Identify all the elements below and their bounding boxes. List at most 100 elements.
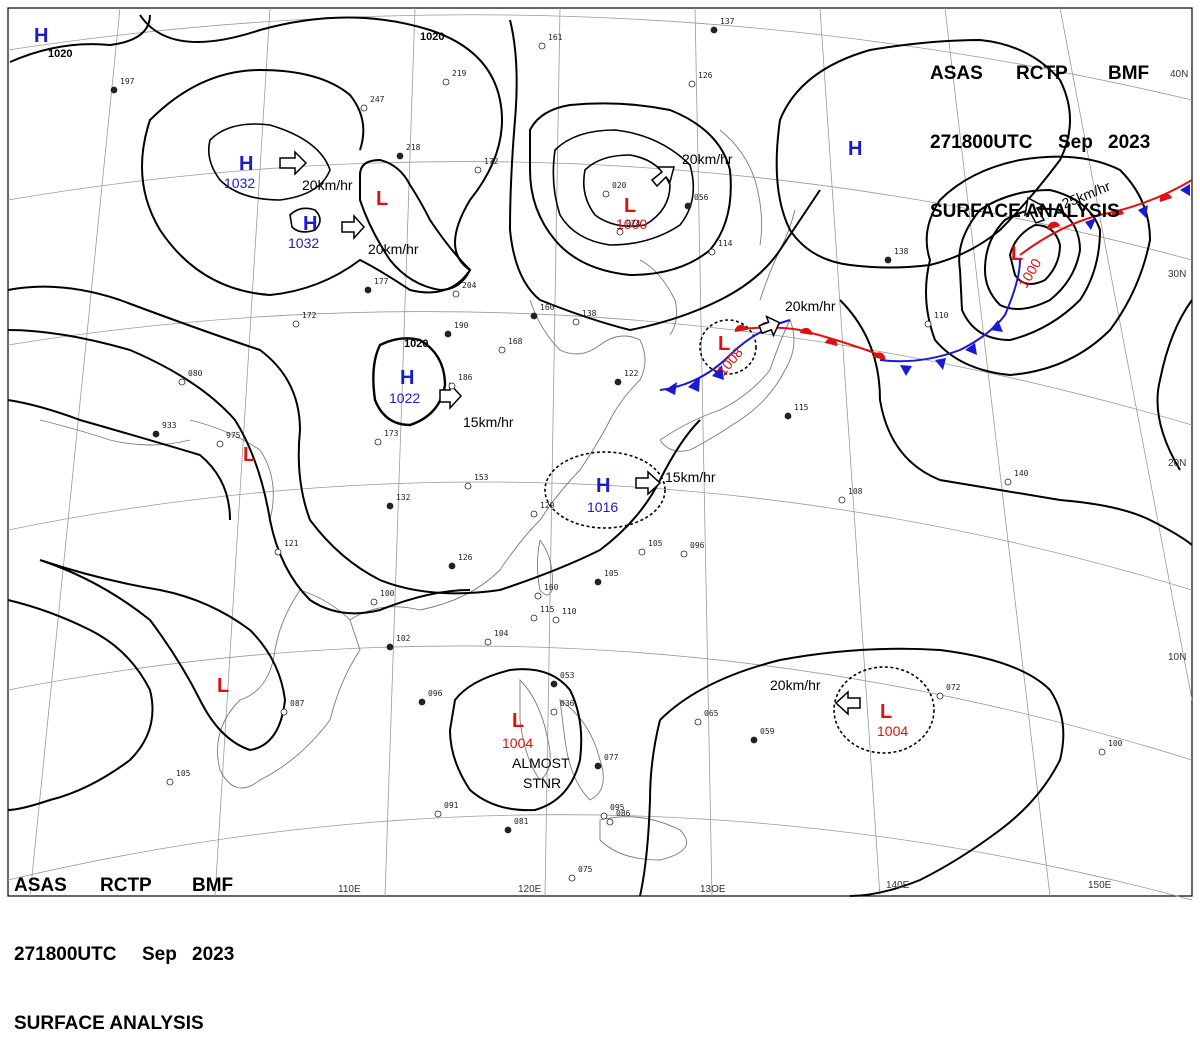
station-symbol <box>292 320 300 328</box>
station-pressure: 247 <box>370 95 385 104</box>
header-time: 271800UTC <box>930 132 1033 153</box>
dashed-isobars <box>544 319 935 754</box>
stationary-note-line2: STNR <box>523 775 561 791</box>
station-pressure: 095 <box>610 803 625 812</box>
station-plots: 197 247 219 218 172 161 137 126 020 056 114 074 160 1… <box>110 17 1123 882</box>
station-pressure: 114 <box>718 239 733 248</box>
station-symbol <box>784 412 792 420</box>
isobar-label: 1020 <box>420 31 444 43</box>
motion-label: 15km/hr <box>463 414 514 430</box>
station-symbol <box>552 616 560 624</box>
low-center: L <box>718 333 730 355</box>
station-symbol <box>750 736 758 744</box>
station-symbol <box>360 104 368 112</box>
station-pressure: 065 <box>704 709 719 718</box>
station-pressure: 153 <box>474 473 489 482</box>
isobar-label: 1020 <box>48 48 72 60</box>
station-symbol <box>464 482 472 490</box>
lon-tick: 120E <box>518 884 542 895</box>
station-symbol <box>1098 748 1106 756</box>
station-symbol <box>550 680 558 688</box>
header-title: SURFACE ANALYSIS <box>14 1013 204 1034</box>
graticule <box>7 7 1193 901</box>
station-pressure: 975 <box>226 431 241 440</box>
station-symbol <box>710 26 718 34</box>
motion-arrows <box>279 150 1046 716</box>
station-pressure: 126 <box>458 553 473 562</box>
high-center: H <box>239 153 253 175</box>
station-symbol <box>396 152 404 160</box>
low-center: L <box>1011 243 1023 265</box>
station-pressure: 173 <box>384 429 399 438</box>
motion-label: 20km/hr <box>770 677 821 693</box>
station-pressure: 100 <box>1108 739 1123 748</box>
lat-tick: 10N <box>1168 652 1186 663</box>
header-station: RCTP <box>100 875 152 896</box>
station-symbol <box>602 190 610 198</box>
lon-tick: 150E <box>1088 880 1112 891</box>
station-pressure: 219 <box>452 69 467 78</box>
station-symbol <box>474 166 482 174</box>
station-pressure: 137 <box>720 17 735 26</box>
motion-label: 20km/hr <box>785 298 836 314</box>
station-symbol <box>838 496 846 504</box>
station-pressure: 140 <box>1014 469 1029 478</box>
station-symbol <box>550 708 558 716</box>
station-symbol <box>374 438 382 446</box>
station-symbol <box>444 330 452 338</box>
low-center: L <box>243 444 255 466</box>
map-border <box>7 7 1193 897</box>
station-symbol <box>280 708 288 716</box>
station-pressure: 218 <box>406 143 421 152</box>
high-center-value: 1032 <box>288 235 319 251</box>
isobars <box>7 14 1193 897</box>
station-symbol <box>936 692 944 700</box>
graticule-labels: 110E 120E 13OE 140E 150E 40N 30N 20N 10N <box>338 69 1188 895</box>
motion-label: 20km/hr <box>368 241 419 257</box>
station-pressure: 126 <box>698 71 713 80</box>
cold-front-east <box>879 259 1021 376</box>
station-pressure: 096 <box>428 689 443 698</box>
station-pressure: 087 <box>290 699 305 708</box>
station-pressure: 105 <box>648 539 663 548</box>
station-pressure: 105 <box>176 769 191 778</box>
station-symbol <box>680 550 688 558</box>
station-pressure: 186 <box>458 373 473 382</box>
station-symbol <box>530 312 538 320</box>
isobar-labels: 1020 1020 1020 <box>48 31 444 350</box>
station-pressure: 132 <box>396 493 411 502</box>
station-pressure: 177 <box>374 277 389 286</box>
header-year: 2023 <box>1108 132 1151 153</box>
station-symbol <box>178 378 186 386</box>
low-center: L <box>624 195 636 217</box>
station-pressure: 108 <box>848 487 863 496</box>
station-pressure: 056 <box>694 193 709 202</box>
station-pressure: 160 <box>544 583 559 592</box>
station-pressure: 105 <box>604 569 619 578</box>
station-pressure: 053 <box>560 671 575 680</box>
station-symbol <box>568 874 576 882</box>
station-pressure: 020 <box>612 181 627 190</box>
station-pressure: 081 <box>514 817 529 826</box>
occluded-front <box>1019 179 1193 256</box>
station-symbol <box>924 320 932 328</box>
station-pressure: 161 <box>548 33 563 42</box>
station-symbol <box>452 290 460 298</box>
station-pressure: 204 <box>462 281 477 290</box>
station-pressure: 168 <box>508 337 523 346</box>
high-center: H <box>34 25 48 47</box>
low-center-value: 1000 <box>616 216 647 232</box>
station-symbol <box>484 638 492 646</box>
station-pressure: 110 <box>562 607 577 616</box>
station-symbol <box>884 256 892 264</box>
station-symbol <box>448 382 456 390</box>
station-symbol <box>152 430 160 438</box>
station-symbol <box>166 778 174 786</box>
station-symbol <box>1004 478 1012 486</box>
station-symbol <box>386 643 394 651</box>
header-title: SURFACE ANALYSIS <box>930 201 1120 222</box>
header-code: BMF <box>192 875 234 896</box>
station-pressure: 036 <box>560 699 575 708</box>
station-symbol <box>600 812 608 820</box>
header-station: RCTP <box>1016 63 1068 84</box>
